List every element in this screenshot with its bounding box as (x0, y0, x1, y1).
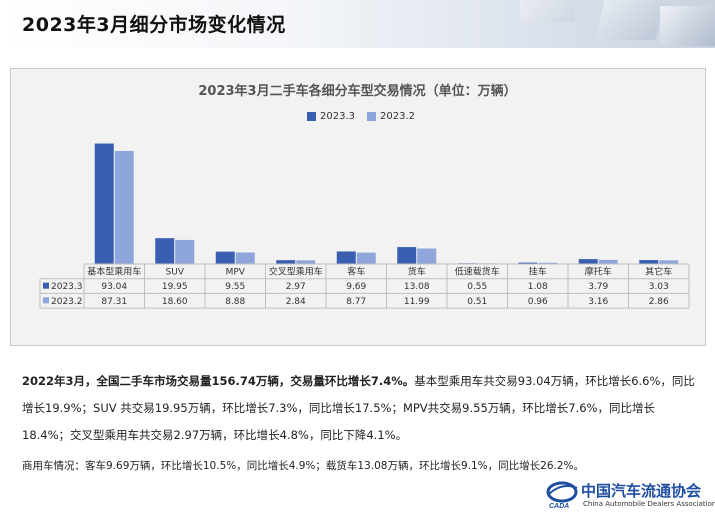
data-label: 13.08 (404, 282, 430, 292)
commercial-vehicle-note: 商用车情况：客车9.69万辆，环比增长10.5%，同比增长4.9%；载货车13.… (22, 460, 584, 472)
decor-cube (520, 0, 575, 22)
bar (114, 150, 134, 264)
tick-label: 客车 (347, 266, 365, 278)
summary-paragraph: 2022年3月，全国二手车市场交易量156.74万辆，交易量环比增长7.4%。基… (22, 368, 702, 449)
data-label: 93.04 (101, 282, 127, 292)
bar (296, 260, 316, 264)
legend-label: 2023.2 (380, 111, 415, 122)
tick-label: 挂车 (529, 266, 547, 278)
data-label: 8.88 (225, 297, 245, 307)
bar (215, 251, 235, 264)
bar (94, 143, 114, 264)
table-series-label: 2023.3 (51, 282, 83, 292)
bar (397, 247, 417, 264)
bar (659, 260, 679, 264)
cada-logo: CADA 中国汽车流通协会 China Automobile Dealers A… (545, 478, 715, 510)
legend-label: 2023.3 (320, 111, 355, 122)
tick-label: 低速载货车 (455, 266, 500, 278)
bar (598, 259, 618, 264)
page-title: 2023年3月细分市场变化情况 (22, 14, 286, 36)
table-series-label: 2023.2 (51, 297, 83, 307)
data-label: 9.55 (225, 282, 245, 292)
decor-cube (660, 6, 715, 46)
tick-label: 交叉型乘用车 (269, 266, 323, 278)
bar (417, 248, 437, 264)
data-label: 18.60 (162, 297, 188, 307)
data-label: 0.55 (467, 282, 487, 292)
data-label: 0.96 (528, 297, 548, 307)
tick-label: 摩托车 (585, 266, 612, 278)
summary-detail: 基本型乘用车共交易93.04万辆，环比增长6.6%，同比增长19.9%；SUV … (22, 374, 695, 442)
data-label: 87.31 (101, 297, 127, 307)
legend-swatch (307, 112, 316, 121)
org-name-en: China Automobile Dealers Association (583, 500, 715, 508)
data-label: 3.03 (649, 282, 669, 292)
header-banner (0, 0, 715, 48)
bar (276, 260, 296, 264)
data-label: 2.84 (286, 297, 306, 307)
table-legend-key (43, 282, 49, 289)
legend-item-2023-3: 2023.3 (307, 111, 355, 122)
data-label: 2.86 (649, 297, 669, 307)
bar (356, 252, 376, 264)
tick-label: 货车 (408, 266, 426, 278)
data-label: 1.08 (528, 282, 548, 292)
org-name-cn: 中国汽车流通协会 (581, 482, 702, 500)
data-label: 8.77 (346, 297, 366, 307)
bar (538, 262, 558, 264)
data-label: 2.97 (286, 282, 306, 292)
data-label: 3.79 (588, 282, 608, 292)
data-label: 19.95 (162, 282, 188, 292)
cada-logo-icon: CADA (546, 481, 578, 510)
data-label: 0.51 (467, 297, 487, 307)
tick-label: MPV (226, 268, 246, 278)
bar (336, 251, 356, 264)
bar (155, 238, 175, 264)
data-label: 11.99 (404, 297, 430, 307)
svg-text:CADA: CADA (549, 503, 569, 510)
bar (639, 260, 659, 264)
bar (518, 262, 538, 264)
data-label: 9.69 (346, 282, 366, 292)
chart-title: 2023年3月二手车各细分车型交易情况（单位：万辆） (198, 84, 517, 99)
bar (235, 252, 255, 264)
bar (578, 259, 598, 264)
tick-label: 其它车 (645, 266, 672, 278)
bar (175, 239, 195, 264)
data-label: 3.16 (588, 297, 608, 307)
summary-headline: 2022年3月，全国二手车市场交易量156.74万辆，交易量环比增长7.4%。 (22, 374, 415, 388)
legend-item-2023-2: 2023.2 (367, 111, 415, 122)
table-legend-key (43, 297, 49, 304)
tick-label: 基本型乘用车 (87, 266, 141, 278)
legend-swatch (367, 112, 376, 121)
tick-label: SUV (166, 268, 185, 278)
